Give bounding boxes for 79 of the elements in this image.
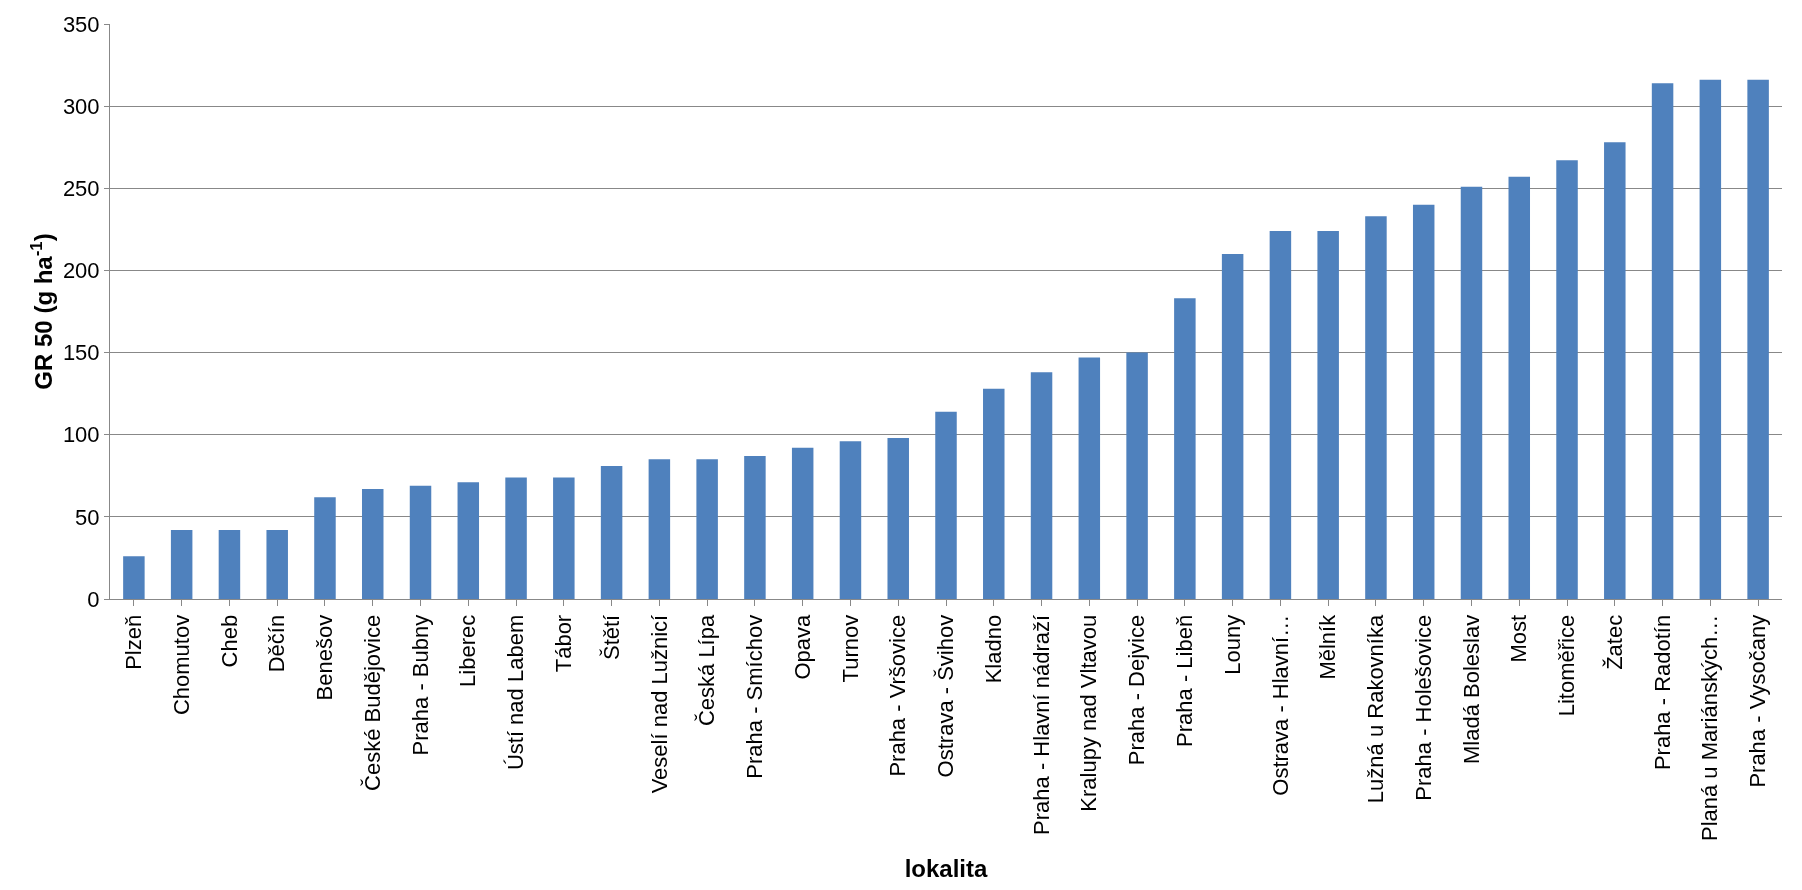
y-tick-label: 50 [75,504,100,530]
x-tick-label: Praha - Hlavní nádraží [1028,614,1054,835]
x-tick-label: Praha - Smíchov [742,614,768,779]
bar [314,497,336,599]
bar [266,530,288,599]
y-tick-label: 150 [62,340,100,366]
bar [170,530,193,599]
x-tick-label: Benešov [312,614,338,701]
bar [887,438,909,599]
x-tick-label: Liberec [455,614,481,687]
bar [1556,160,1578,599]
bar [1747,79,1769,599]
bar [218,530,241,599]
x-tick-label: Mělník [1315,613,1341,680]
y-tick-label: 0 [87,586,100,612]
bar [1126,352,1148,599]
bar [123,556,145,599]
x-tick-label: Veselí nad Lužnicí [646,614,672,794]
x-tick-label: Louny [1219,614,1245,675]
x-tick-label: Chomutov [168,614,194,716]
bar [1221,254,1244,599]
bar [1699,79,1722,599]
x-tick-label: Ústí nad Labem [503,614,529,771]
bar [744,456,766,599]
x-tick-label: Kladno [980,614,1006,684]
x-tick-label: Česká Lípa [694,614,720,727]
bar [1030,372,1053,599]
x-tick-label: Praha - Vysočany [1745,614,1771,788]
y-tick-label: 300 [62,93,100,119]
x-tick-label: Děčín [264,614,290,673]
bar [1078,357,1101,599]
bar [1508,176,1531,599]
x-axis-title: lokalita [904,855,988,883]
y-tick-label: 100 [62,422,100,448]
x-tick-label: Tábor [550,614,576,673]
bar [696,459,718,599]
x-tick-label: Kralupy nad Vltavou [1076,614,1102,812]
x-tick-label: Mladá Boleslav [1458,614,1484,764]
x-tick-label: Turnov [837,614,863,683]
y-tick-label: 350 [62,11,100,37]
x-tick-label: Most [1506,614,1532,663]
bar [935,411,957,599]
bar [457,482,480,599]
x-tick-label: Praha - Holešovice [1410,614,1436,801]
bar [600,465,623,599]
bar [839,441,862,599]
x-tick-label: Praha - Radotín [1649,614,1675,771]
x-tick-label: Žatec [1601,614,1627,670]
x-tick-label: České Budějovice [359,614,385,791]
y-tick-label: 250 [62,175,100,201]
x-tick-label: Ostrava - Švihov [933,614,959,778]
x-tick-label: Plzeň [121,614,147,670]
x-tick-label: Ostrava - Hlavní… [1267,614,1293,796]
bar [1604,142,1626,599]
bar [409,485,432,599]
x-tick-label: Štětí [598,614,624,661]
bar [791,447,814,599]
x-tick-label: Praha - Vršovice [885,614,911,777]
bar [1460,186,1483,599]
bar [648,459,671,599]
x-tick-label: Cheb [216,614,242,668]
y-tick-label: 200 [62,258,100,284]
x-tick-label: Planá u Mariánských… [1697,614,1723,842]
bar [1365,216,1387,599]
bar [1317,231,1339,599]
x-tick-label: Litoměřice [1554,614,1580,717]
x-tick-label: Praha - Dejvice [1124,614,1150,766]
bar [1412,204,1435,599]
bar [1174,298,1196,599]
bar [1269,231,1292,599]
bar [361,488,384,599]
bar [553,477,575,599]
bar [983,388,1005,599]
bar [1651,83,1674,599]
x-tick-label: Lužná u Rakovníka [1363,614,1389,804]
bar [505,477,527,599]
x-tick-label: Praha - Bubny [407,614,433,756]
x-tick-label: Opava [789,614,815,680]
x-tick-label: Praha - Libeň [1172,614,1198,747]
